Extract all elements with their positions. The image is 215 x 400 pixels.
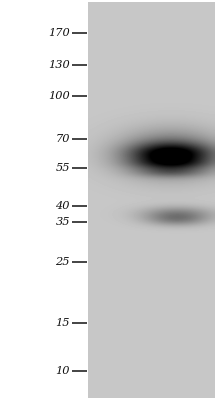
Text: 35: 35 (55, 217, 70, 227)
Text: 70: 70 (55, 134, 70, 144)
Text: 15: 15 (55, 318, 70, 328)
Text: 170: 170 (48, 28, 70, 38)
Text: 55: 55 (55, 163, 70, 173)
Text: 100: 100 (48, 91, 70, 101)
Text: 10: 10 (55, 366, 70, 376)
Text: 130: 130 (48, 60, 70, 70)
Text: 40: 40 (55, 201, 70, 211)
FancyBboxPatch shape (88, 2, 215, 398)
Text: 25: 25 (55, 257, 70, 267)
